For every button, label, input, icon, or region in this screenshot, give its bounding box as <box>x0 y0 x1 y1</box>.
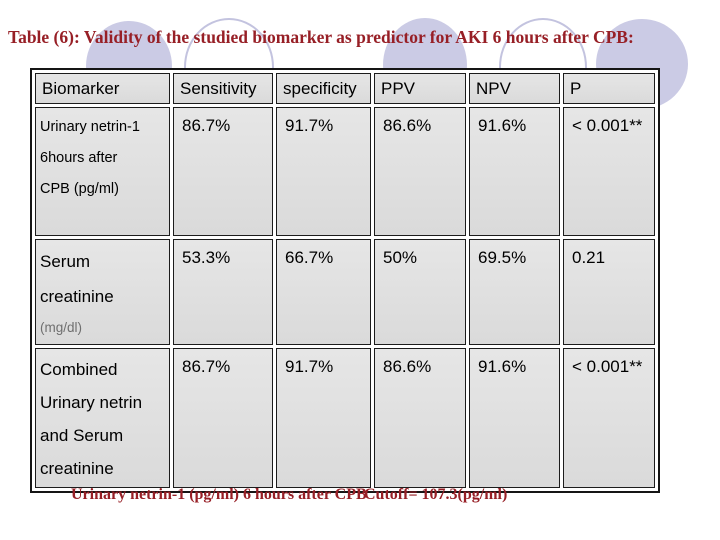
col-header-biomarker: Biomarker <box>35 73 170 104</box>
cell-sensitivity: 53.3% <box>173 239 273 345</box>
cell-ppv: 50% <box>374 239 466 345</box>
row-label-cell: Combined Urinary netrin and Serum creati… <box>35 348 170 488</box>
row-label-cell: Serum creatinine (mg/dl) <box>35 239 170 345</box>
cell-sensitivity: 86.7% <box>173 348 273 488</box>
row-label: Combined Urinary netrin and Serum creati… <box>40 360 143 478</box>
validity-table: Biomarker Sensitivity specificity PPV NP… <box>30 68 660 493</box>
row-label: Serum creatinine <box>40 252 114 306</box>
table-row-urinary-netrin: Urinary netrin-1 6hours after CPB (pg/ml… <box>35 107 655 236</box>
cell-ppv: 86.6% <box>374 348 466 488</box>
caption-biomarker: Urinary netrin-1 (pg/ml) 6 hours after C… <box>71 486 367 503</box>
col-header-npv: NPV <box>469 73 560 104</box>
col-header-p: P <box>563 73 655 104</box>
row-label-cell: Urinary netrin-1 6hours after CPB (pg/ml… <box>35 107 170 236</box>
slide-title: Table (6): Validity of the studied bioma… <box>8 27 634 47</box>
col-header-specificity: specificity <box>276 73 371 104</box>
table-caption: Urinary netrin-1 (pg/ml) 6 hours after C… <box>0 486 720 508</box>
cell-ppv: 86.6% <box>374 107 466 236</box>
caption-cutoff: Cutoff= 107.3(pg/ml) <box>364 486 508 503</box>
table-header-row: Biomarker Sensitivity specificity PPV NP… <box>35 73 655 104</box>
cell-npv: 69.5% <box>469 239 560 345</box>
cell-npv: 91.6% <box>469 107 560 236</box>
cell-specificity: 91.7% <box>276 107 371 236</box>
cell-p-value: 0.21 <box>563 239 655 345</box>
cell-npv: 91.6% <box>469 348 560 488</box>
cell-specificity: 91.7% <box>276 348 371 488</box>
col-header-ppv: PPV <box>374 73 466 104</box>
cell-p-value: < 0.001** <box>563 107 655 236</box>
row-label: Urinary netrin-1 6hours after CPB (pg/ml… <box>40 119 140 197</box>
table-row-serum-creatinine: Serum creatinine (mg/dl) 53.3% 66.7% 50%… <box>35 239 655 345</box>
col-header-sensitivity: Sensitivity <box>173 73 273 104</box>
table-row-combined: Combined Urinary netrin and Serum creati… <box>35 348 655 488</box>
cell-specificity: 66.7% <box>276 239 371 345</box>
row-label-unit: (mg/dl) <box>40 320 83 335</box>
cell-sensitivity: 86.7% <box>173 107 273 236</box>
cell-p-value: < 0.001** <box>563 348 655 488</box>
